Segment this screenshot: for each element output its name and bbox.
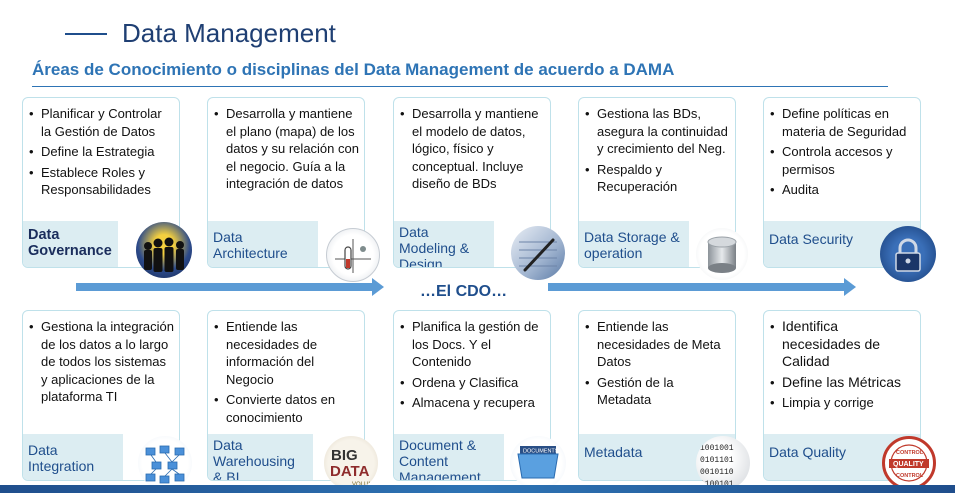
binary-line-3: 0010110	[700, 468, 734, 477]
card-label: Data Storage & operation	[579, 221, 689, 267]
card-label: Data Governance	[23, 221, 118, 267]
page-title: Data Management	[122, 18, 336, 48]
card-data-quality: Identifica necesidades de Calidad Define…	[763, 310, 921, 481]
title-accent-line	[65, 33, 107, 35]
bullet: Identifica necesidades de Calidad	[770, 318, 916, 371]
binary-line-1: 1001001	[700, 444, 734, 453]
bullet: Desarrolla y mantiene el modelo de datos…	[400, 105, 546, 193]
pen-on-document-icon	[511, 226, 565, 280]
card-label: Data Architecture	[208, 221, 318, 267]
people-silhouettes-icon	[136, 222, 192, 278]
quality-stamp-icon: CONTROL QUALITY CONTROL	[882, 436, 936, 490]
bullet: Entiende las necesidades de Meta Datos	[585, 318, 731, 371]
flow-arrow-left	[76, 278, 384, 296]
bullet: Desarrolla y mantiene el plano (mapa) de…	[214, 105, 360, 193]
padlock-icon	[880, 226, 936, 282]
subtitle-rule	[32, 86, 888, 87]
bullet: Limpia y corrige	[770, 394, 916, 412]
bullet: Controla accesos y permisos	[770, 143, 916, 178]
flow-arrow-right	[548, 278, 856, 296]
bullet: Almacena y recupera	[400, 394, 546, 412]
bullet: Ordena y Clasifica	[400, 374, 546, 392]
card-label: Document & Content Management	[394, 434, 504, 480]
big-data-word-1: BIG	[331, 447, 358, 464]
bullet: Planifica la gestión de los Docs. Y el C…	[400, 318, 546, 371]
bullet: Define políticas en materia de Seguridad	[770, 105, 916, 140]
stamp-text-bottom: CONTROL	[896, 473, 924, 479]
lab-flask-icon	[326, 228, 380, 282]
big-data-icon: BIG DATA VOLUME	[324, 436, 378, 490]
bullet: Respaldo y Recuperación	[585, 161, 731, 196]
bullet: Planificar y Controlar la Gestión de Dat…	[29, 105, 175, 140]
binary-line-2: 0101101	[700, 456, 734, 465]
card-label: Data Warehousing & BI	[208, 434, 313, 480]
card-label: Data Integration	[23, 434, 123, 480]
bullet: Convierte datos en conocimiento	[214, 391, 360, 426]
binary-line-4: 1100101	[700, 480, 734, 489]
stamp-text-top: CONTROL	[896, 450, 924, 456]
bullet: Define la Estrategia	[29, 143, 175, 161]
bullet: Entiende las necesidades de información …	[214, 318, 360, 388]
documents-folder-icon: DOCUMENTS	[510, 436, 566, 490]
footer-bar	[0, 485, 955, 493]
network-integration-icon	[138, 436, 192, 490]
bullet: Gestiona la integración de los datos a l…	[29, 318, 175, 406]
page-subtitle: Áreas de Conocimiento o disciplinas del …	[32, 60, 675, 79]
card-data-governance: Planificar y Controlar la Gestión de Dat…	[22, 97, 180, 268]
documents-tab-text: DOCUMENTS	[523, 449, 559, 455]
bullet: Gestiona las BDs, asegura la continuidad…	[585, 105, 731, 158]
card-label: Data Modeling & Design	[394, 221, 494, 267]
bullet: Establece Roles y Responsabilidades	[29, 164, 175, 199]
cdo-label: …El CDO…	[420, 283, 508, 300]
card-data-integration: Gestiona la integración de los datos a l…	[22, 310, 180, 481]
binary-sphere-icon: 1001001 0101101 0010110 1100101	[696, 436, 750, 490]
database-cylinder-icon	[696, 228, 748, 280]
bullet: Gestión de la Metadata	[585, 374, 731, 409]
bullet: Define las Métricas	[770, 374, 916, 392]
bullet: Audita	[770, 181, 916, 199]
big-data-word-2: DATA	[330, 463, 370, 480]
stamp-text-center: QUALITY	[893, 461, 924, 468]
